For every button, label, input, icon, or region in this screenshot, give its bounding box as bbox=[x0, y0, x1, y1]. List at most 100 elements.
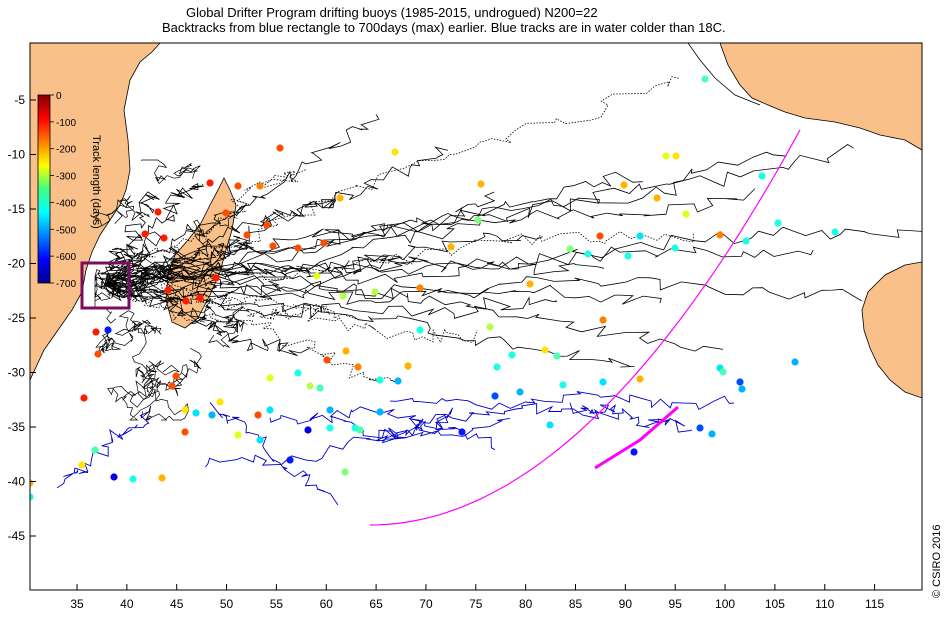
warm-track bbox=[94, 195, 150, 227]
great-circle-highlight bbox=[594, 405, 679, 470]
drifter-endpoint bbox=[243, 231, 251, 239]
warm-track bbox=[104, 144, 854, 296]
colorbar-tick-label: -300 bbox=[56, 172, 76, 183]
y-tick-label: -5 bbox=[14, 93, 25, 107]
drifter-endpoint bbox=[266, 374, 274, 382]
drifter-endpoint bbox=[672, 152, 680, 160]
indonesia-landmass bbox=[719, 43, 922, 151]
drifter-endpoint bbox=[269, 242, 277, 250]
drifter-endpoint bbox=[620, 181, 628, 189]
colorbar-tick-label: -700 bbox=[56, 279, 76, 290]
x-tick-label: 110 bbox=[815, 597, 834, 611]
x-tick-label: 60 bbox=[320, 597, 334, 611]
warm-track bbox=[104, 275, 662, 305]
y-tick-label: -10 bbox=[8, 148, 26, 162]
drifter-endpoint bbox=[701, 75, 709, 83]
cold-track bbox=[269, 412, 496, 451]
drifter-endpoint bbox=[158, 474, 166, 482]
warm-track bbox=[104, 276, 724, 352]
drifter-endpoint bbox=[553, 352, 561, 360]
drifter-endpoint bbox=[110, 473, 118, 481]
x-tick-label: 55 bbox=[270, 597, 284, 611]
x-tick-label: 35 bbox=[70, 597, 84, 611]
drifter-endpoints bbox=[30, 75, 839, 501]
drifter-endpoint bbox=[164, 286, 172, 294]
drifter-endpoint bbox=[234, 431, 242, 439]
copyright-text: © CSIRO 2016 bbox=[931, 524, 943, 598]
drifter-endpoint bbox=[671, 244, 679, 252]
drifter-endpoint bbox=[256, 436, 264, 444]
drifter-endpoint bbox=[168, 382, 176, 390]
drifter-endpoint bbox=[354, 363, 362, 371]
axes-frame bbox=[29, 42, 923, 591]
warm-track bbox=[101, 114, 380, 288]
warm-track bbox=[114, 310, 162, 336]
drifter-endpoint bbox=[339, 292, 347, 300]
colorbar-ticks: 0 -100 -200 -300 -400 -500 -600 -700 bbox=[50, 91, 76, 290]
colorbar bbox=[37, 94, 51, 284]
drifter-endpoint bbox=[831, 228, 839, 236]
cold-track bbox=[389, 391, 734, 411]
cold-track bbox=[569, 402, 692, 433]
drifter-endpoint bbox=[486, 323, 494, 331]
warm-track bbox=[194, 299, 244, 348]
figure-title: Global Drifter Program drifting buoys (1… bbox=[186, 5, 598, 20]
drifter-endpoint bbox=[208, 411, 216, 419]
warm-track bbox=[104, 146, 449, 293]
drifter-endpoint bbox=[341, 468, 349, 476]
drifter-endpoint bbox=[141, 230, 149, 238]
y-tick-label: -20 bbox=[8, 257, 26, 271]
drifter-endpoint bbox=[662, 152, 670, 160]
warm-track bbox=[104, 196, 336, 286]
warm-track bbox=[102, 284, 310, 356]
y-tick-label: -25 bbox=[8, 311, 26, 325]
drifter-endpoint bbox=[313, 272, 321, 280]
drifter-endpoint bbox=[758, 172, 766, 180]
colorbar-tick-label: 0 bbox=[56, 91, 62, 102]
drifter-endpoint bbox=[276, 144, 284, 152]
drifter-endpoint bbox=[376, 408, 384, 416]
y-tick-label: -40 bbox=[8, 475, 26, 489]
warm-track bbox=[141, 159, 201, 185]
drifter-endpoint bbox=[286, 456, 294, 464]
drifter-endpoint bbox=[599, 316, 607, 324]
x-tick-label: 50 bbox=[220, 597, 234, 611]
drifter-endpoint bbox=[304, 426, 312, 434]
drifter-endpoint bbox=[376, 376, 384, 384]
drifter-endpoint bbox=[326, 424, 334, 432]
drifter-endpoint bbox=[306, 382, 314, 390]
drifter-endpoint bbox=[356, 426, 364, 434]
warm-track bbox=[104, 246, 814, 287]
drifter-endpoint bbox=[630, 448, 638, 456]
warm-track bbox=[104, 241, 255, 288]
drifter-endpoint bbox=[196, 294, 204, 302]
colorbar-tick-label: -600 bbox=[56, 252, 76, 263]
warm-track bbox=[104, 226, 922, 286]
drifter-endpoint bbox=[546, 421, 554, 429]
y-tick-label: -15 bbox=[8, 202, 26, 216]
drifter-endpoint bbox=[416, 284, 424, 292]
drifter-endpoint bbox=[160, 234, 168, 242]
drifter-endpoint bbox=[516, 388, 524, 396]
drifter-endpoint bbox=[682, 210, 690, 218]
drifter-endpoint bbox=[78, 461, 86, 469]
drifter-endpoint bbox=[206, 179, 214, 187]
drifter-endpoint bbox=[94, 350, 102, 358]
warm-track bbox=[104, 284, 245, 334]
cold-track bbox=[205, 417, 511, 468]
drifter-endpoint bbox=[526, 280, 534, 288]
drifter-endpoint bbox=[541, 346, 549, 354]
cold-track bbox=[56, 410, 151, 489]
drifter-endpoint bbox=[254, 411, 262, 419]
drifter-endpoint bbox=[222, 209, 230, 217]
drifter-endpoint bbox=[323, 356, 331, 364]
drifter-endpoint bbox=[774, 219, 782, 227]
drifter-endpoint bbox=[266, 406, 274, 414]
colorbar-tick-label: -100 bbox=[56, 118, 76, 129]
drifter-endpoint bbox=[394, 377, 402, 385]
drifter-endpoint bbox=[256, 182, 264, 190]
warm-track bbox=[102, 76, 680, 290]
drifter-endpoint bbox=[263, 221, 271, 229]
drifter-endpoint bbox=[320, 239, 328, 247]
